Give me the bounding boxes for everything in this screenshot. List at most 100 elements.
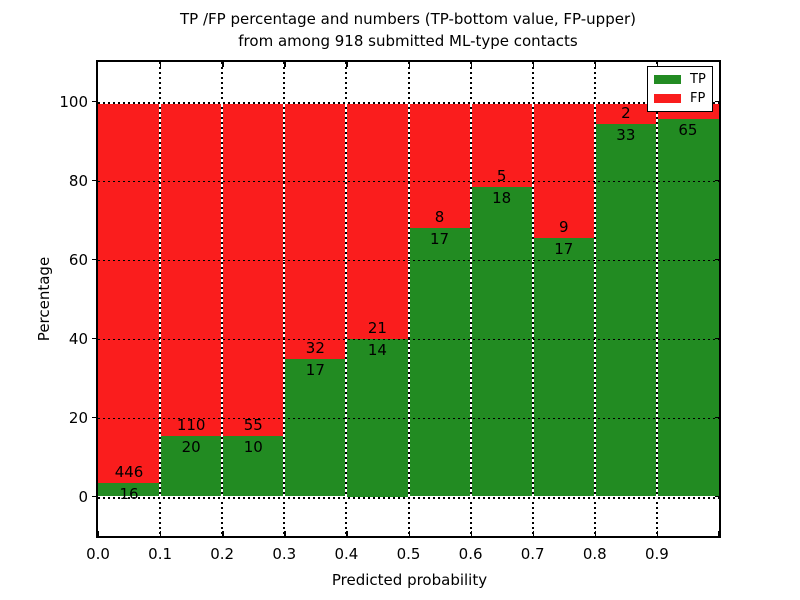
vertical-gridline — [531, 62, 534, 536]
x-tick-mark — [98, 531, 100, 536]
x-tick-mark-top — [160, 62, 162, 67]
x-tick-mark — [717, 531, 719, 536]
x-tick-label: 0.9 — [644, 545, 669, 563]
x-tick-mark — [284, 531, 286, 536]
horizontal-gridline — [98, 259, 719, 261]
fp-bar-segment — [284, 101, 347, 360]
y-tick-mark — [91, 258, 96, 261]
horizontal-gridline — [98, 496, 719, 499]
x-tick-label: 0.7 — [520, 545, 545, 563]
tp-bar-segment — [222, 435, 285, 497]
x-tick-label: 0.4 — [334, 545, 359, 563]
tp-bar-segment — [284, 359, 347, 497]
fp-bar-segment — [408, 101, 471, 228]
x-tick-mark-top — [408, 62, 410, 67]
tp-bar-segment — [98, 482, 161, 497]
y-tick-label: 40 — [68, 329, 88, 348]
vertical-gridline — [221, 62, 224, 536]
x-tick-mark-top — [656, 62, 659, 67]
horizontal-gridline — [98, 338, 719, 340]
tp-bar-segment — [656, 118, 719, 497]
tp-count-label: 17 — [554, 240, 574, 259]
x-tick-mark-top — [222, 62, 224, 67]
x-tick-mark — [160, 531, 162, 536]
fp-count-label: 55 — [243, 415, 263, 434]
chart-title-line2: from among 918 submitted ML-type contact… — [238, 32, 578, 50]
fp-bar-segment — [470, 101, 533, 188]
tp-legend-swatch — [654, 75, 681, 85]
tp-bar-segment — [160, 435, 223, 497]
y-tick-mark — [91, 495, 96, 498]
fp-count-label: 446 — [114, 462, 144, 481]
vertical-gridline — [283, 62, 286, 536]
fp-bar-segment — [222, 101, 285, 436]
legend-item: FP — [654, 92, 712, 105]
horizontal-gridline — [98, 180, 719, 182]
vertical-gridline — [593, 62, 596, 536]
fp-count-label: 21 — [367, 318, 387, 337]
tp-count-label: 17 — [305, 361, 325, 380]
fp-count-label: 8 — [434, 207, 445, 226]
fp-bar-segment — [160, 101, 223, 436]
plot-canvas: 446 16 110 20 55 10 32 17 21 14 8 17 5 18 9 17 2 33 65 — [98, 62, 719, 536]
y-tick-mark — [91, 337, 96, 340]
x-tick-mark-top — [594, 62, 597, 67]
x-tick-label: 0.0 — [86, 545, 110, 563]
x-tick-mark-top — [532, 62, 535, 67]
vertical-gridline — [469, 62, 472, 536]
x-tick-mark — [346, 531, 348, 536]
x-tick-label: 0.8 — [582, 545, 607, 563]
vertical-gridline — [407, 62, 410, 536]
y-tick-mark — [91, 416, 96, 419]
fp-count-label: 9 — [558, 218, 569, 237]
tp-bar-segment — [470, 187, 533, 497]
chart-title-line1: TP /FP percentage and numbers (TP-bottom… — [180, 10, 636, 28]
x-tick-mark — [408, 531, 410, 536]
fp-count-label: 2 — [621, 104, 631, 123]
x-tick-label: 0.1 — [148, 545, 173, 563]
horizontal-gridline — [98, 101, 719, 104]
x-tick-label: 0.5 — [396, 545, 421, 563]
x-tick-mark — [222, 531, 224, 536]
tp-count-label: 33 — [616, 126, 636, 145]
vertical-gridline — [345, 62, 348, 536]
tp-count-label: 16 — [119, 484, 139, 503]
x-tick-mark — [656, 531, 659, 536]
plot-area: 446 16 110 20 55 10 32 17 21 14 8 17 5 18 9 17 2 33 65 TP F… — [96, 60, 721, 538]
y-axis-label: Percentage — [35, 256, 53, 342]
fp-legend-swatch — [654, 93, 681, 103]
tp-count-label: 10 — [243, 437, 263, 456]
y-tick-label: 20 — [68, 408, 88, 427]
fp-bar-segment — [594, 101, 657, 125]
fp-count-label: 32 — [305, 339, 325, 358]
y-tick-label: 0 — [78, 487, 88, 506]
vertical-gridline — [655, 62, 658, 536]
x-tick-mark-top — [470, 62, 472, 67]
y-tick-mark-right — [714, 179, 719, 182]
fp-bar-segment — [98, 101, 161, 483]
y-tick-label: 60 — [68, 250, 88, 269]
fp-count-label: 5 — [496, 167, 507, 186]
y-tick-mark-right — [714, 337, 719, 340]
fp-bar-segment — [532, 101, 595, 239]
tp-count-label: 18 — [492, 189, 512, 208]
legend: TP FP — [647, 66, 713, 112]
chart-title: TP /FP percentage and numbers (TP-bottom… — [8, 8, 800, 52]
legend-item-label: TP — [690, 72, 706, 88]
fp-count-label: 110 — [176, 415, 206, 434]
y-tick-mark-right — [714, 258, 719, 261]
legend-item-label: FP — [690, 90, 706, 106]
fp-bar-segment — [346, 101, 409, 339]
tp-bar-segment — [594, 124, 657, 497]
tp-count-label: 17 — [430, 229, 450, 248]
x-tick-mark-top — [346, 62, 348, 67]
x-axis-label: Predicted probability — [331, 571, 488, 589]
y-tick-mark — [91, 179, 96, 182]
tp-bar-segment — [408, 227, 471, 497]
y-tick-mark-right — [714, 495, 719, 498]
tp-bar-segment — [532, 238, 595, 497]
x-tick-mark-top — [284, 62, 286, 67]
x-tick-label: 0.2 — [210, 545, 235, 563]
x-tick-mark — [532, 531, 535, 536]
y-tick-label: 100 — [59, 92, 88, 111]
